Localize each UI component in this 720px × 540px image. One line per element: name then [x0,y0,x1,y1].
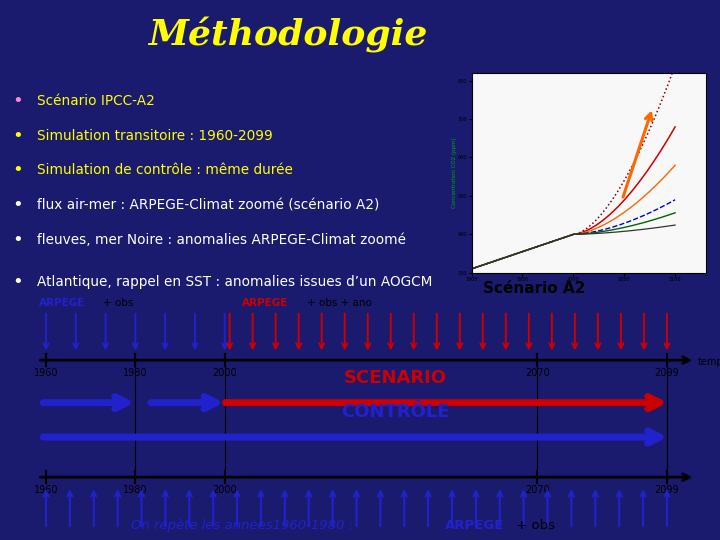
Text: 1960: 1960 [34,368,58,378]
Text: ARPEGE: ARPEGE [445,519,504,532]
Text: Méthodologie: Méthodologie [148,17,428,53]
Text: ARPEGE: ARPEGE [39,298,86,308]
Text: 1980: 1980 [123,485,148,495]
Text: Scénario IPCC-A2: Scénario IPCC-A2 [37,94,155,108]
Text: •: • [12,126,23,145]
Text: •: • [12,231,23,249]
Text: Scénario A2: Scénario A2 [483,281,586,296]
Text: 1980: 1980 [123,368,148,378]
Text: + obs: + obs [512,519,554,532]
Text: CONTRÔLE: CONTRÔLE [341,403,449,421]
Text: SCENARIO: SCENARIO [343,369,446,387]
Text: •: • [12,161,23,179]
Text: •: • [12,273,23,291]
Text: Simulation transitoire : 1960-2099: Simulation transitoire : 1960-2099 [37,129,272,143]
Text: •: • [12,196,23,214]
Text: flux air-mer : ARPEGE-Climat zoomé (scénario A2): flux air-mer : ARPEGE-Climat zoomé (scén… [37,198,379,212]
Text: ARPEGE: ARPEGE [243,298,289,308]
Text: 2099: 2099 [654,485,679,495]
Text: Simulation de contrôle : même durée: Simulation de contrôle : même durée [37,164,292,178]
Text: 2000: 2000 [212,368,237,378]
Text: temps: temps [697,357,720,368]
Text: fleuves, mer Noire : anomalies ARPEGE-Climat zoomé: fleuves, mer Noire : anomalies ARPEGE-Cl… [37,233,406,247]
Text: On répète les années1960-1980 :: On répète les années1960-1980 : [130,519,357,532]
Text: 2070: 2070 [525,485,550,495]
Text: 2070: 2070 [525,368,550,378]
Text: 1960: 1960 [34,485,58,495]
Text: 2099: 2099 [654,368,679,378]
Text: + obs + ano: + obs + ano [307,298,372,308]
Y-axis label: Concentration CO2 (ppm): Concentration CO2 (ppm) [451,138,456,208]
Text: + obs: + obs [103,298,133,308]
Text: Atlantique, rappel en SST : anomalies issues d’un AOGCM: Atlantique, rappel en SST : anomalies is… [37,275,432,289]
Text: •: • [12,92,23,110]
Text: 2000: 2000 [212,485,237,495]
